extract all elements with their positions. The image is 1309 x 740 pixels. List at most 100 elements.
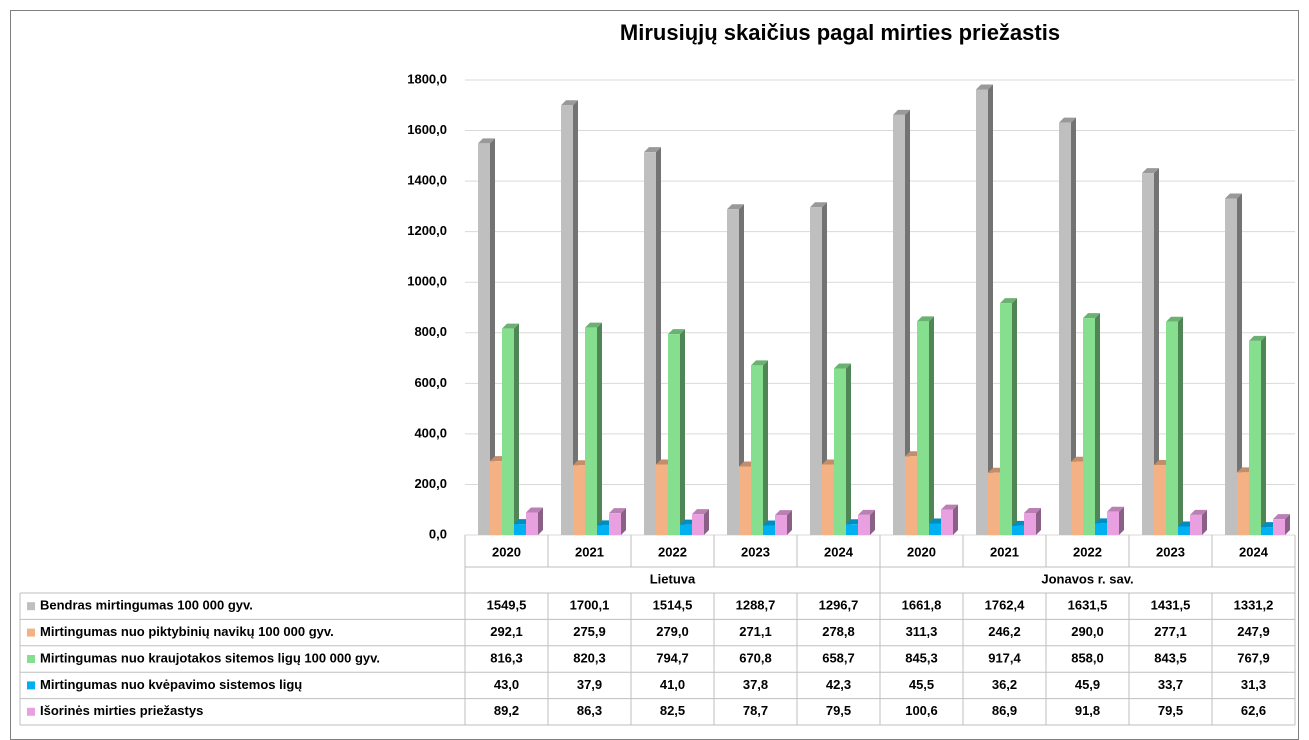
bar-side (763, 360, 768, 535)
bar-side (846, 363, 851, 535)
bar (1190, 514, 1202, 535)
bar-side (514, 323, 519, 535)
bar (905, 456, 917, 535)
table-cell: 1631,5 (1068, 598, 1108, 613)
bar (597, 525, 609, 535)
bar (1059, 122, 1071, 536)
table-cell: 62,6 (1241, 703, 1266, 718)
table-cell: 820,3 (573, 650, 606, 665)
x-tick-label: 2024 (824, 544, 854, 559)
legend-key (27, 602, 35, 611)
bar (929, 523, 941, 535)
x-tick-label: 2021 (990, 544, 1019, 559)
bar-top (751, 360, 768, 366)
bar-top (502, 323, 519, 329)
table-cell: 91,8 (1075, 703, 1100, 718)
bar (1225, 198, 1237, 535)
x-tick-label: 2021 (575, 544, 604, 559)
table-cell: 41,0 (660, 677, 685, 692)
table-cell: 1296,7 (819, 598, 859, 613)
bar (727, 209, 739, 535)
bar (680, 524, 692, 535)
bar-top (561, 100, 578, 106)
table-cell: 79,5 (1158, 703, 1183, 718)
bar-top (1000, 298, 1017, 304)
legend-key (27, 655, 35, 663)
bar (751, 365, 763, 535)
bar-top (1166, 316, 1183, 322)
table-cell: 311,3 (906, 624, 938, 639)
table-cell: 271,1 (739, 624, 772, 639)
bar-top (1142, 168, 1159, 174)
bar (514, 524, 526, 535)
bar-top (1249, 335, 1266, 341)
bar-side (787, 510, 792, 535)
table-cell: 1549,5 (487, 598, 527, 613)
bar (810, 207, 822, 535)
bar (1249, 340, 1261, 535)
bar (1261, 527, 1273, 535)
bar (561, 105, 573, 535)
bar-side (621, 508, 626, 535)
table-cell: 1661,8 (902, 598, 942, 613)
group-label: Jonavos r. sav. (1041, 571, 1133, 586)
table-cell: 658,7 (822, 650, 855, 665)
x-tick-label: 2022 (1073, 544, 1102, 559)
legend-label: Bendras mirtingumas 100 000 gyv. (40, 598, 253, 613)
table-cell: 290,0 (1071, 624, 1104, 639)
bar-side (929, 316, 934, 535)
table-cell: 858,0 (1071, 650, 1104, 665)
bar-side (1012, 298, 1017, 535)
bar (1071, 461, 1083, 535)
bar-top (1225, 193, 1242, 199)
bar (1142, 173, 1154, 535)
bar (1012, 525, 1024, 535)
y-tick-label: 1600,0 (407, 122, 447, 137)
table-cell: 816,3 (490, 650, 523, 665)
legend-label: Išorinės mirties priežastys (40, 703, 203, 718)
bar (976, 89, 988, 535)
bar-side (573, 100, 578, 535)
legend-label: Mirtingumas nuo piktybinių navikų 100 00… (40, 624, 334, 639)
table-cell: 277,1 (1154, 624, 1187, 639)
bar-side (1036, 508, 1041, 535)
bar-top (834, 363, 851, 369)
bar (526, 512, 538, 535)
y-tick-label: 200,0 (414, 476, 447, 491)
table-cell: 794,7 (656, 650, 689, 665)
y-tick-label: 800,0 (414, 324, 447, 339)
table-cell: 37,8 (743, 677, 768, 692)
bar-top (727, 204, 744, 210)
table-cell: 100,6 (905, 703, 938, 718)
table-cell: 1288,7 (736, 598, 776, 613)
x-tick-label: 2022 (658, 544, 687, 559)
bar-side (704, 509, 709, 535)
y-tick-label: 1200,0 (407, 223, 447, 238)
bar (988, 472, 1000, 535)
bar (1107, 511, 1119, 535)
bar (822, 464, 834, 535)
bar-side (1202, 509, 1207, 535)
bar (573, 465, 585, 535)
table-cell: 1514,5 (653, 598, 693, 613)
chart-title: Mirusiųjų skaičius pagal mirties priežas… (620, 20, 1060, 45)
bar (1237, 472, 1249, 535)
table-cell: 86,9 (992, 703, 1017, 718)
bar (834, 368, 846, 535)
table-cell: 31,3 (1241, 677, 1266, 692)
table-cell: 279,0 (656, 624, 689, 639)
legend-label: Mirtingumas nuo kraujotakos sitemos ligų… (40, 650, 380, 665)
bar-top (1190, 509, 1207, 515)
bar-top (893, 109, 910, 115)
table-cell: 79,5 (826, 703, 851, 718)
bar (763, 525, 775, 535)
bar (502, 328, 514, 535)
bar (1095, 523, 1107, 535)
table-cell: 917,4 (988, 650, 1021, 665)
bar (478, 143, 490, 535)
bar-side (988, 84, 993, 535)
bar (1083, 318, 1095, 535)
x-tick-label: 2020 (907, 544, 936, 559)
bar (668, 334, 680, 535)
legend-label: Mirtingumas nuo kvėpavimo sistemos ligų (40, 677, 302, 692)
